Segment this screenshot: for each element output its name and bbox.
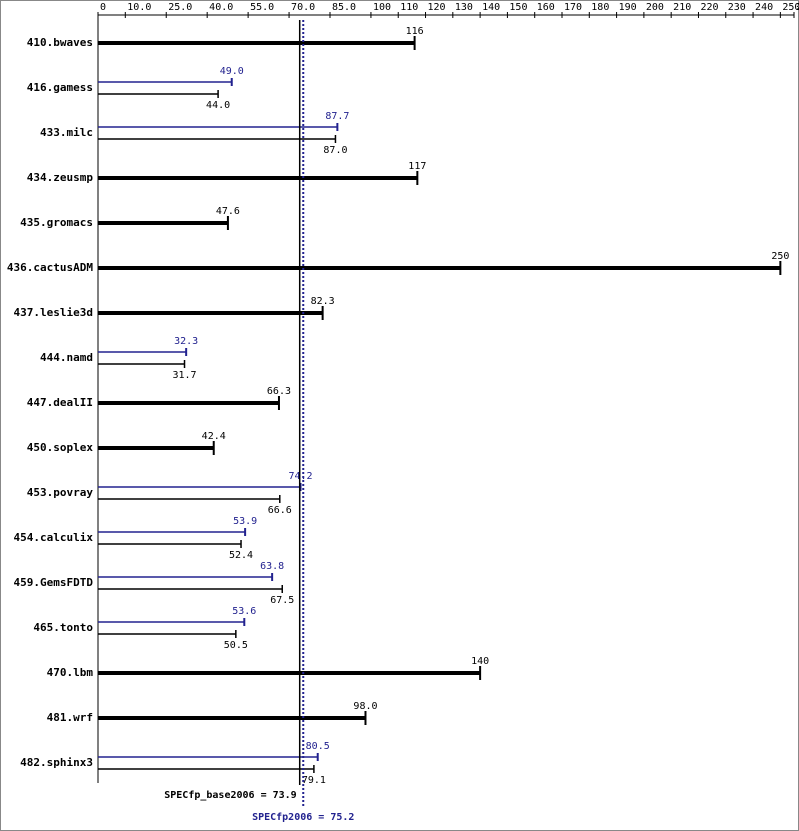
benchmark-label: 481.wrf: [47, 711, 93, 724]
benchmark-label: 435.gromacs: [20, 216, 93, 229]
base-value-label: 66.6: [268, 505, 292, 516]
x-tick-label: 120: [428, 2, 446, 13]
value-label: 140: [471, 656, 489, 667]
x-tick-label: 190: [619, 2, 637, 13]
base-value-label: 87.0: [323, 145, 347, 156]
peak-value-label: 53.9: [233, 516, 257, 527]
x-tick-label: 255: [796, 2, 799, 13]
value-label: 82.3: [311, 296, 335, 307]
x-tick-label: 100: [373, 2, 391, 13]
peak-value-label: 87.7: [325, 111, 349, 122]
reference-label: SPECfp_base2006 = 73.9: [164, 790, 296, 801]
benchmark-label: 447.dealII: [27, 396, 93, 409]
peak-value-label: 80.5: [306, 741, 330, 752]
benchmark-label: 416.gamess: [27, 81, 93, 94]
x-tick-label: 170: [564, 2, 582, 13]
benchmark-label: 453.povray: [27, 486, 94, 499]
benchmark-label: 450.soplex: [27, 441, 94, 454]
x-tick-label: 55.0: [250, 2, 274, 13]
base-value-label: 79.1: [302, 775, 326, 786]
x-tick-label: 110: [400, 2, 418, 13]
benchmark-label: 482.sphinx3: [20, 756, 93, 769]
x-tick-label: 70.0: [291, 2, 315, 13]
value-label: 250: [771, 251, 789, 262]
x-tick-label: 0: [100, 2, 106, 13]
benchmark-label: 410.bwaves: [27, 36, 93, 49]
x-tick-label: 25.0: [168, 2, 192, 13]
reference-label: SPECfp2006 = 75.2: [252, 812, 354, 823]
x-tick-label: 250: [782, 2, 799, 13]
peak-value-label: 32.3: [174, 336, 198, 347]
x-tick-label: 160: [537, 2, 555, 13]
base-value-label: 31.7: [172, 370, 196, 381]
x-tick-label: 240: [755, 2, 773, 13]
x-tick-label: 10.0: [127, 2, 151, 13]
benchmark-label: 433.milc: [40, 126, 93, 139]
x-tick-label: 150: [509, 2, 527, 13]
x-tick-label: 130: [455, 2, 473, 13]
value-label: 66.3: [267, 386, 291, 397]
benchmark-label: 437.leslie3d: [14, 306, 93, 319]
x-tick-label: 40.0: [209, 2, 233, 13]
x-tick-label: 140: [482, 2, 500, 13]
x-tick-label: 230: [728, 2, 746, 13]
value-label: 98.0: [353, 701, 377, 712]
x-tick-label: 200: [646, 2, 664, 13]
peak-value-label: 49.0: [220, 66, 244, 77]
benchmark-label: 444.namd: [40, 351, 93, 364]
value-label: 42.4: [202, 431, 226, 442]
x-tick-label: 180: [591, 2, 609, 13]
value-label: 47.6: [216, 206, 240, 217]
base-value-label: 67.5: [270, 595, 294, 606]
x-tick-label: 220: [700, 2, 718, 13]
peak-value-label: 63.8: [260, 561, 284, 572]
base-value-label: 50.5: [224, 640, 248, 651]
peak-value-label: 53.6: [232, 606, 256, 617]
base-value-label: 44.0: [206, 100, 230, 111]
peak-value-label: 74.2: [288, 471, 312, 482]
x-tick-label: 210: [673, 2, 691, 13]
value-label: 116: [406, 26, 424, 37]
x-tick-label: 85.0: [332, 2, 356, 13]
benchmark-label: 434.zeusmp: [27, 171, 94, 184]
benchmark-label: 465.tonto: [33, 621, 93, 634]
benchmark-label: 470.lbm: [47, 666, 94, 679]
value-label: 117: [408, 161, 426, 172]
base-value-label: 52.4: [229, 550, 253, 561]
benchmark-label: 459.GemsFDTD: [14, 576, 94, 589]
benchmark-label: 436.cactusADM: [7, 261, 93, 274]
benchmark-label: 454.calculix: [14, 531, 94, 544]
